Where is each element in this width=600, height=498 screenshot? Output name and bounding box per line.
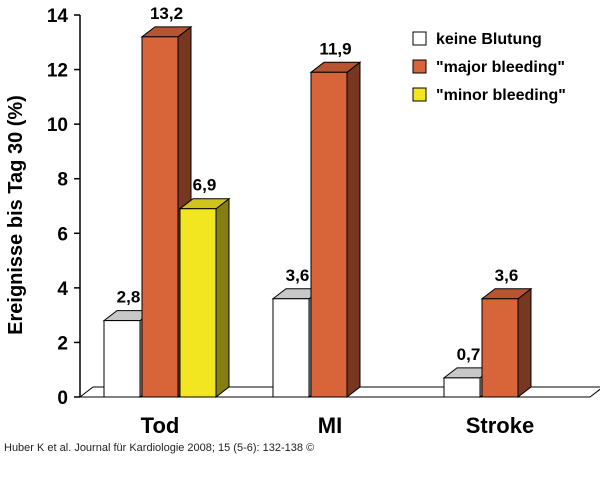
legend: keine Blutung "major bleeding" "minor blee… [412, 31, 566, 104]
y-tick-label: 6 [57, 224, 68, 245]
legend-swatch [412, 87, 427, 102]
y-tick-label: 8 [57, 170, 68, 191]
legend-swatch [412, 59, 427, 74]
bar-side [517, 287, 532, 399]
legend-label: "minor bleeding" [436, 87, 566, 104]
legend-label: "major bleeding" [436, 59, 565, 76]
y-tick-label: 4 [57, 279, 68, 300]
bar-front [272, 298, 310, 398]
bar-front [481, 298, 519, 398]
bar-side [346, 61, 361, 399]
bar-side [215, 197, 230, 399]
bar-chart: 0 2 4 6 8 10 12 14 Tod MI Stroke 2,8 13,2 6,9 3,6 11,9… [5, 4, 600, 438]
y-axis: 0 2 4 6 8 10 12 14 Tod MI Stroke [47, 6, 534, 438]
y-tick-label: 10 [47, 115, 68, 136]
bar-value-label: 3,6 [495, 266, 519, 285]
bar-front [443, 377, 481, 398]
x-category-label: Tod [141, 413, 180, 438]
legend-item: keine Blutung [412, 31, 542, 48]
bar-0-1: 13,2 [140, 4, 193, 399]
bar-2-1: 3,6 [480, 266, 533, 399]
x-category-label: MI [318, 413, 342, 438]
bar-value-label: 3,6 [286, 266, 310, 285]
bars: 2,8 13,2 6,9 3,6 11,9 0,7 3,6 [102, 4, 533, 399]
bar-value-label: 2,8 [117, 288, 141, 307]
bar-value-label: 6,9 [193, 176, 217, 195]
source-citation: Huber K et al. Journal für Kardiologie 2… [4, 442, 315, 454]
bar-1-1: 11,9 [309, 39, 362, 399]
bar-value-label: 11,9 [319, 39, 351, 58]
y-axis-label: Ereignisse bis Tag 30 (%) [5, 95, 27, 335]
y-tick-label: 14 [47, 6, 69, 27]
bar-front [179, 208, 217, 398]
bar-front [141, 36, 179, 398]
legend-swatch [412, 31, 427, 46]
bar-front [310, 71, 348, 398]
bar-value-label: 0,7 [457, 345, 481, 364]
y-tick-label: 0 [57, 388, 68, 409]
legend-item: "minor bleeding" [412, 87, 566, 104]
bar-front [103, 320, 141, 398]
x-category-label: Stroke [466, 413, 534, 438]
y-tick-label: 2 [57, 333, 68, 354]
bar-value-label: 13,2 [150, 4, 183, 23]
bar-0-2: 6,9 [178, 176, 231, 399]
legend-label: keine Blutung [436, 31, 542, 48]
y-tick-label: 12 [47, 61, 68, 82]
legend-item: "major bleeding" [412, 59, 565, 76]
